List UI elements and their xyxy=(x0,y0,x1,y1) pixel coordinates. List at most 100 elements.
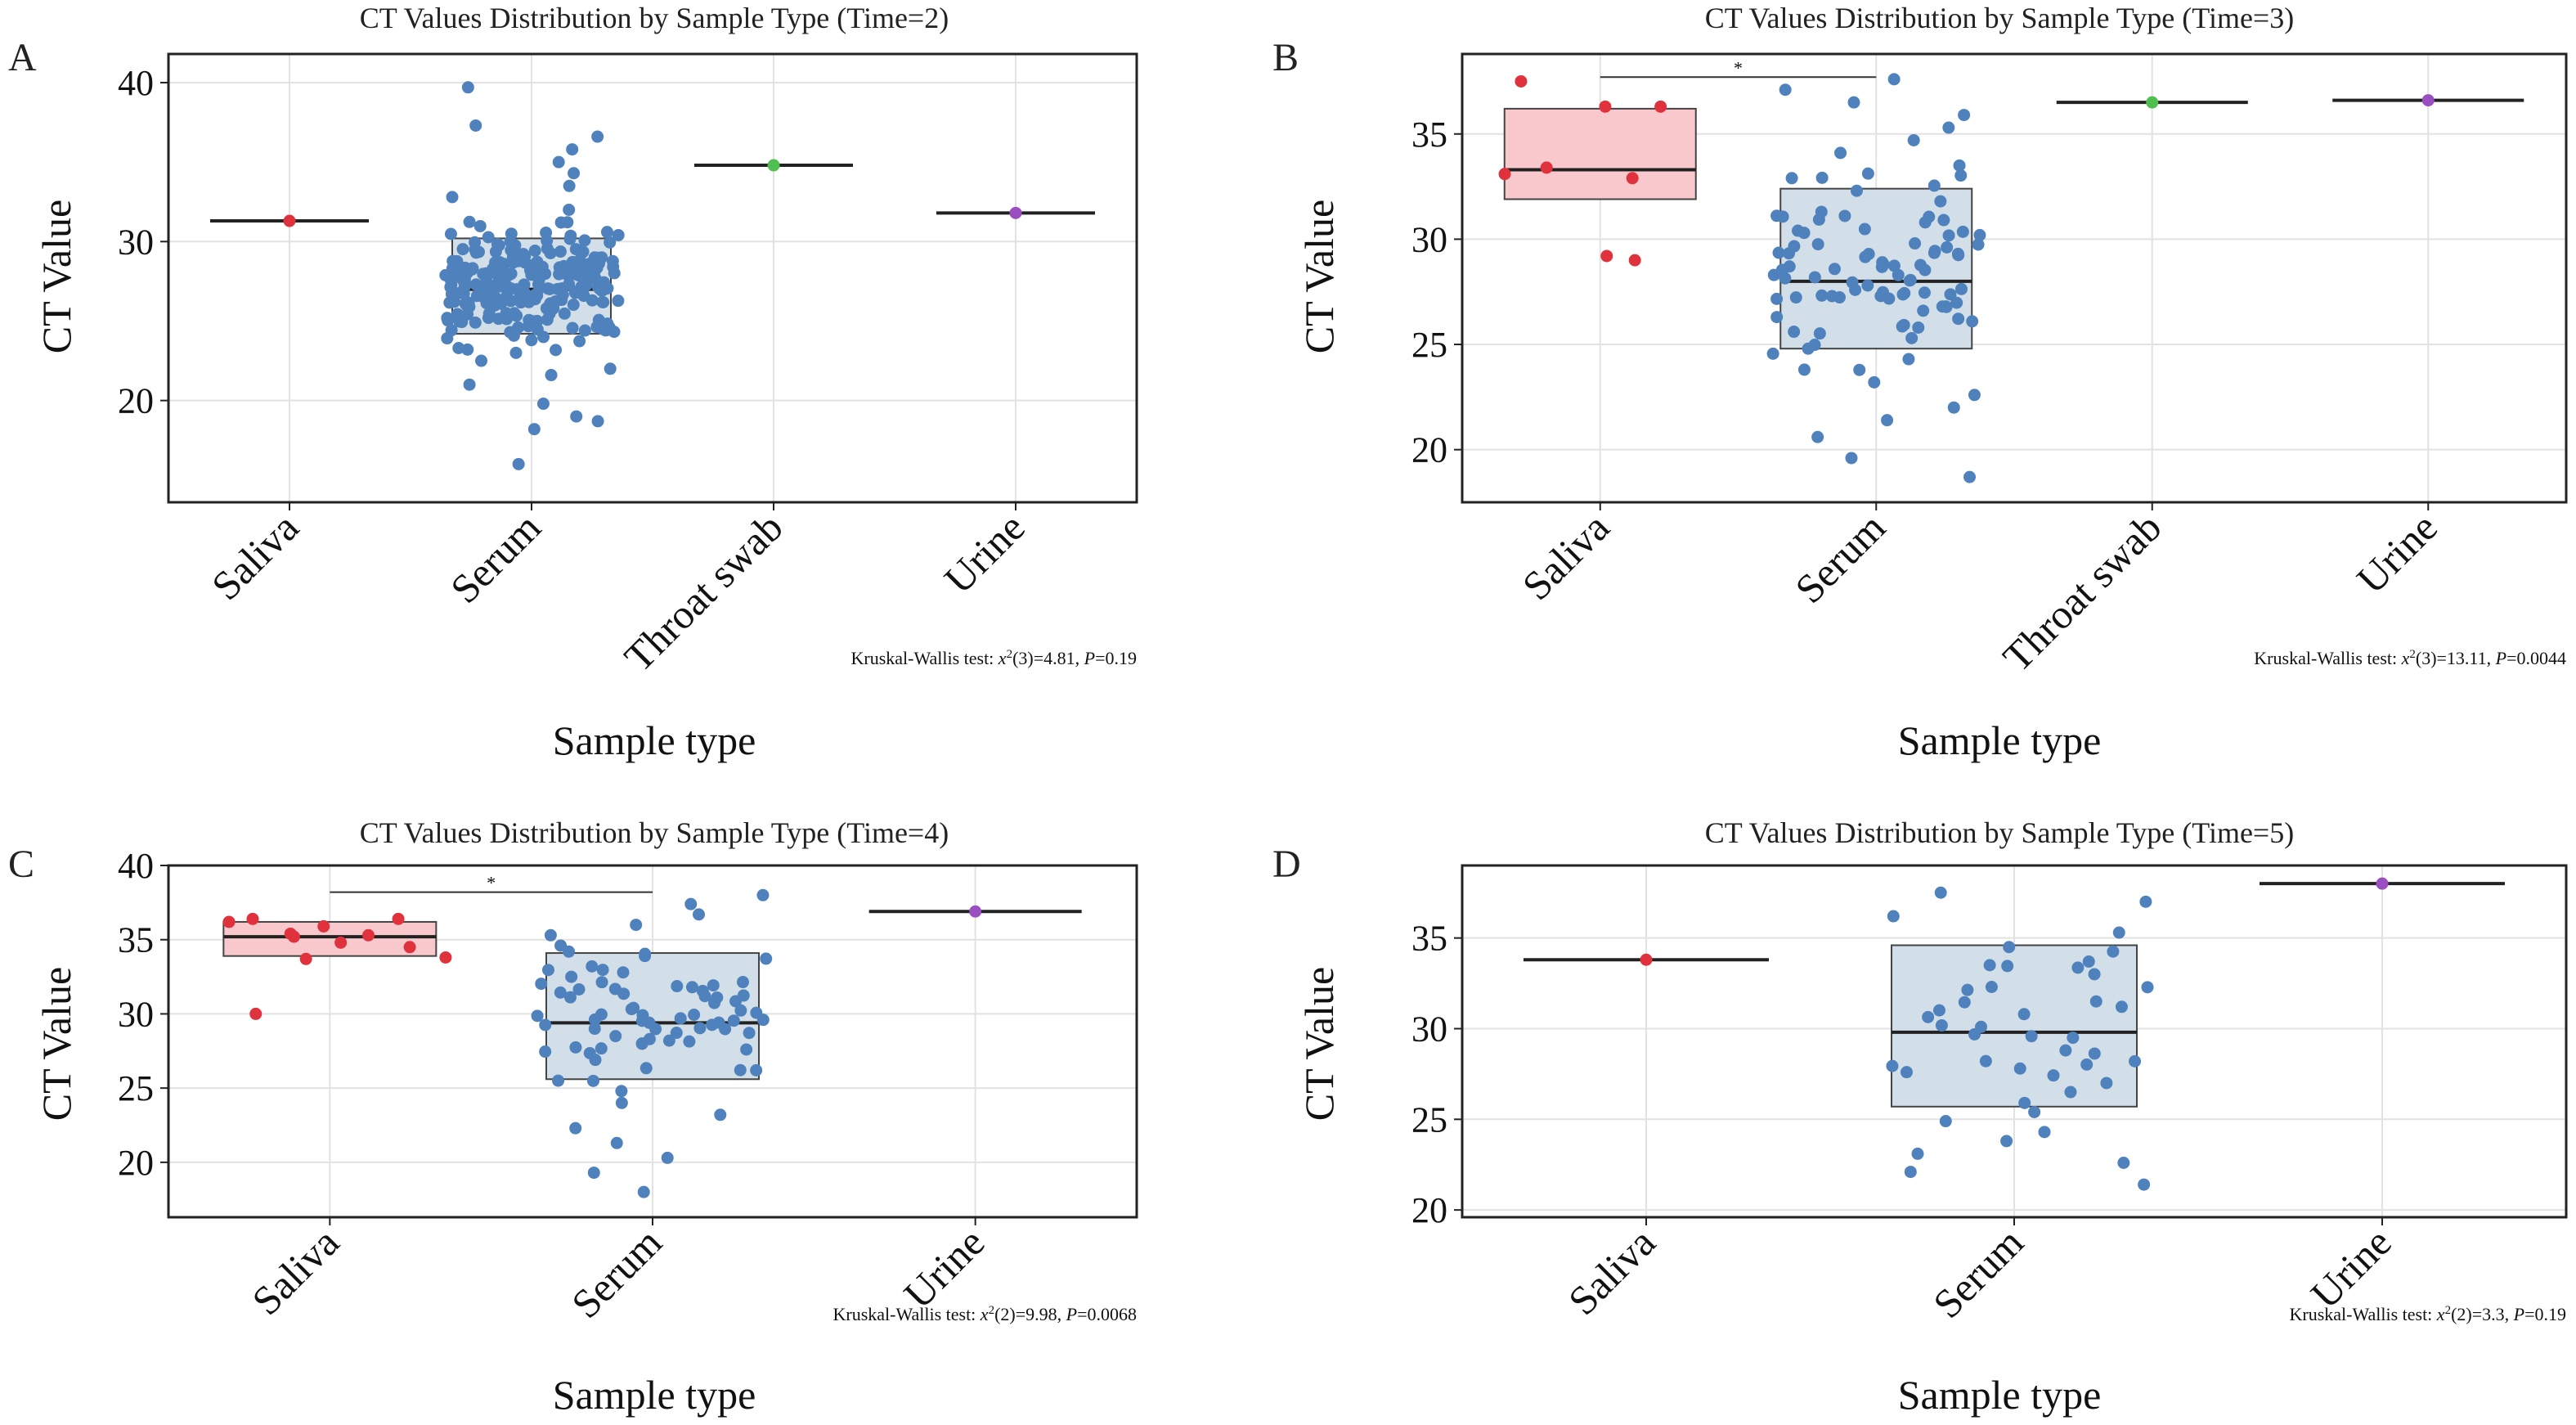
data-point xyxy=(249,1007,263,1020)
data-point xyxy=(1834,146,1847,160)
data-point xyxy=(1833,291,1846,304)
data-point xyxy=(1846,276,1859,289)
data-point xyxy=(2018,1096,2031,1109)
data-point xyxy=(1811,238,1824,251)
data-point xyxy=(1640,953,1653,966)
data-point xyxy=(586,960,599,973)
data-point xyxy=(1887,910,1900,923)
x-tick-label: Urine xyxy=(895,1219,993,1317)
data-point xyxy=(693,1022,707,1035)
x-axis-title: Sample type xyxy=(553,717,756,763)
data-point xyxy=(1850,184,1863,197)
data-point xyxy=(2017,1008,2031,1021)
data-point xyxy=(1912,321,1925,334)
data-point xyxy=(583,1046,596,1059)
data-point xyxy=(552,1074,565,1087)
y-tick-label: 20 xyxy=(118,381,154,421)
data-point xyxy=(670,1027,683,1040)
data-point xyxy=(1942,229,1955,242)
x-tick-label: Serum xyxy=(563,1219,671,1327)
x-tick-label: Serum xyxy=(442,504,550,612)
data-point xyxy=(1770,292,1784,305)
kruskal-wallis-note: Kruskal-Wallis test: x2(2)=9.98, P=0.006… xyxy=(832,1304,1137,1324)
data-point xyxy=(1958,996,1971,1009)
data-point xyxy=(615,1096,628,1109)
data-point xyxy=(565,970,578,983)
x-axis-title: Sample type xyxy=(1898,717,2102,763)
data-point xyxy=(563,203,576,216)
data-point xyxy=(578,324,591,337)
panel-d: D CT Values Distribution by Sample Type … xyxy=(1272,816,2568,1418)
data-point xyxy=(2100,1077,2113,1090)
y-tick-label: 30 xyxy=(118,222,154,262)
data-point xyxy=(1932,1004,1945,1017)
data-point xyxy=(591,130,604,143)
data-point xyxy=(459,297,472,310)
data-point xyxy=(1917,304,1930,317)
data-point xyxy=(590,262,604,275)
data-point xyxy=(1861,167,1874,180)
data-point xyxy=(284,927,297,940)
data-point xyxy=(1858,223,1871,236)
x-tick-label: Serum xyxy=(1786,504,1894,612)
data-point xyxy=(1815,289,1829,302)
data-point xyxy=(563,179,576,192)
data-point xyxy=(719,1023,732,1036)
y-axis-title: CT Value xyxy=(34,967,79,1121)
data-point xyxy=(630,919,643,932)
data-point xyxy=(528,293,541,306)
data-point xyxy=(1845,452,1858,465)
data-point xyxy=(693,908,706,921)
data-point xyxy=(1788,240,1801,253)
plot-frame xyxy=(167,52,1138,504)
data-point xyxy=(556,288,569,301)
data-point xyxy=(1779,83,1792,97)
data-point xyxy=(1973,228,1986,241)
data-point xyxy=(1600,249,1613,263)
data-point xyxy=(1903,274,1916,287)
data-point xyxy=(683,1035,696,1048)
data-point xyxy=(1909,237,1922,250)
y-tick-label: 20 xyxy=(1411,430,1447,470)
data-point xyxy=(1770,311,1784,324)
data-point xyxy=(480,275,493,288)
data-point xyxy=(533,281,546,294)
data-point xyxy=(550,344,563,357)
plot-frame xyxy=(1461,52,2568,504)
data-point xyxy=(1956,225,1969,238)
data-point xyxy=(1900,1066,1913,1079)
data-point xyxy=(2146,96,2159,109)
data-point xyxy=(1876,256,1889,269)
data-point xyxy=(714,1108,727,1122)
data-point xyxy=(591,415,604,428)
data-point xyxy=(617,966,630,979)
data-point xyxy=(563,945,576,958)
data-point xyxy=(662,1034,675,1047)
data-point xyxy=(527,423,541,436)
data-point xyxy=(760,952,773,965)
x-tick-label: Saliva xyxy=(1514,504,1618,609)
data-point xyxy=(1940,300,1953,313)
data-point xyxy=(511,249,524,262)
data-point xyxy=(2080,1058,2094,1071)
data-point xyxy=(595,1042,608,1055)
data-point xyxy=(1788,326,1801,339)
data-point xyxy=(1923,210,1936,223)
data-point xyxy=(706,1018,719,1032)
x-tick-label: Throat swab xyxy=(615,504,791,680)
data-point xyxy=(1907,133,1920,146)
data-point xyxy=(696,984,709,997)
data-point xyxy=(1958,109,1971,122)
y-axis-title: CT Value xyxy=(34,200,79,353)
data-point xyxy=(604,362,617,375)
data-point xyxy=(1952,249,1965,262)
x-tick-label: Throat swab xyxy=(1994,504,2170,680)
data-point xyxy=(1886,1059,1899,1072)
x-tick-label: Saliva xyxy=(243,1219,348,1324)
data-point xyxy=(2088,968,2101,981)
data-point xyxy=(1515,74,1528,88)
chart-title: CT Values Distribution by Sample Type (T… xyxy=(1705,816,2294,849)
data-point xyxy=(2071,961,2085,974)
y-tick-label: 30 xyxy=(1411,219,1447,259)
y-axis-title: CT Value xyxy=(1296,967,1342,1121)
